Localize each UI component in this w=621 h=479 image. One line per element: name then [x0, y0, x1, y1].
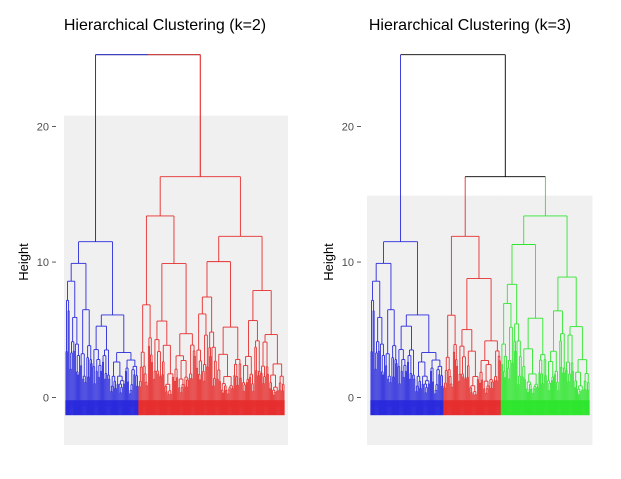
chart-title: Hierarchical Clustering (k=3) — [369, 17, 571, 34]
plot-area — [64, 54, 288, 445]
y-axis-label: Height — [321, 243, 336, 281]
dendrogram-panel-k2: Hierarchical Clustering (k=2) Height 0 10… — [0, 0, 310, 479]
y-tick-label: 20 — [37, 122, 49, 134]
y-tick-label: 0 — [348, 393, 354, 405]
y-tick-label: 10 — [37, 257, 49, 269]
y-axis-label: Height — [16, 243, 31, 281]
y-tick-label: 0 — [43, 393, 49, 405]
dendrogram-k2-svg: Hierarchical Clustering (k=2) Height 0 10… — [16, 17, 288, 445]
plot-area — [367, 54, 593, 445]
y-tick-label: 20 — [342, 122, 354, 134]
dendrogram-k3-svg: Hierarchical Clustering (k=3) Height 0 10… — [321, 17, 593, 445]
chart-title: Hierarchical Clustering (k=2) — [64, 17, 266, 34]
y-tick-label: 10 — [342, 257, 354, 269]
dendrogram-panel-k3: Hierarchical Clustering (k=3) Height 0 10… — [305, 0, 615, 479]
